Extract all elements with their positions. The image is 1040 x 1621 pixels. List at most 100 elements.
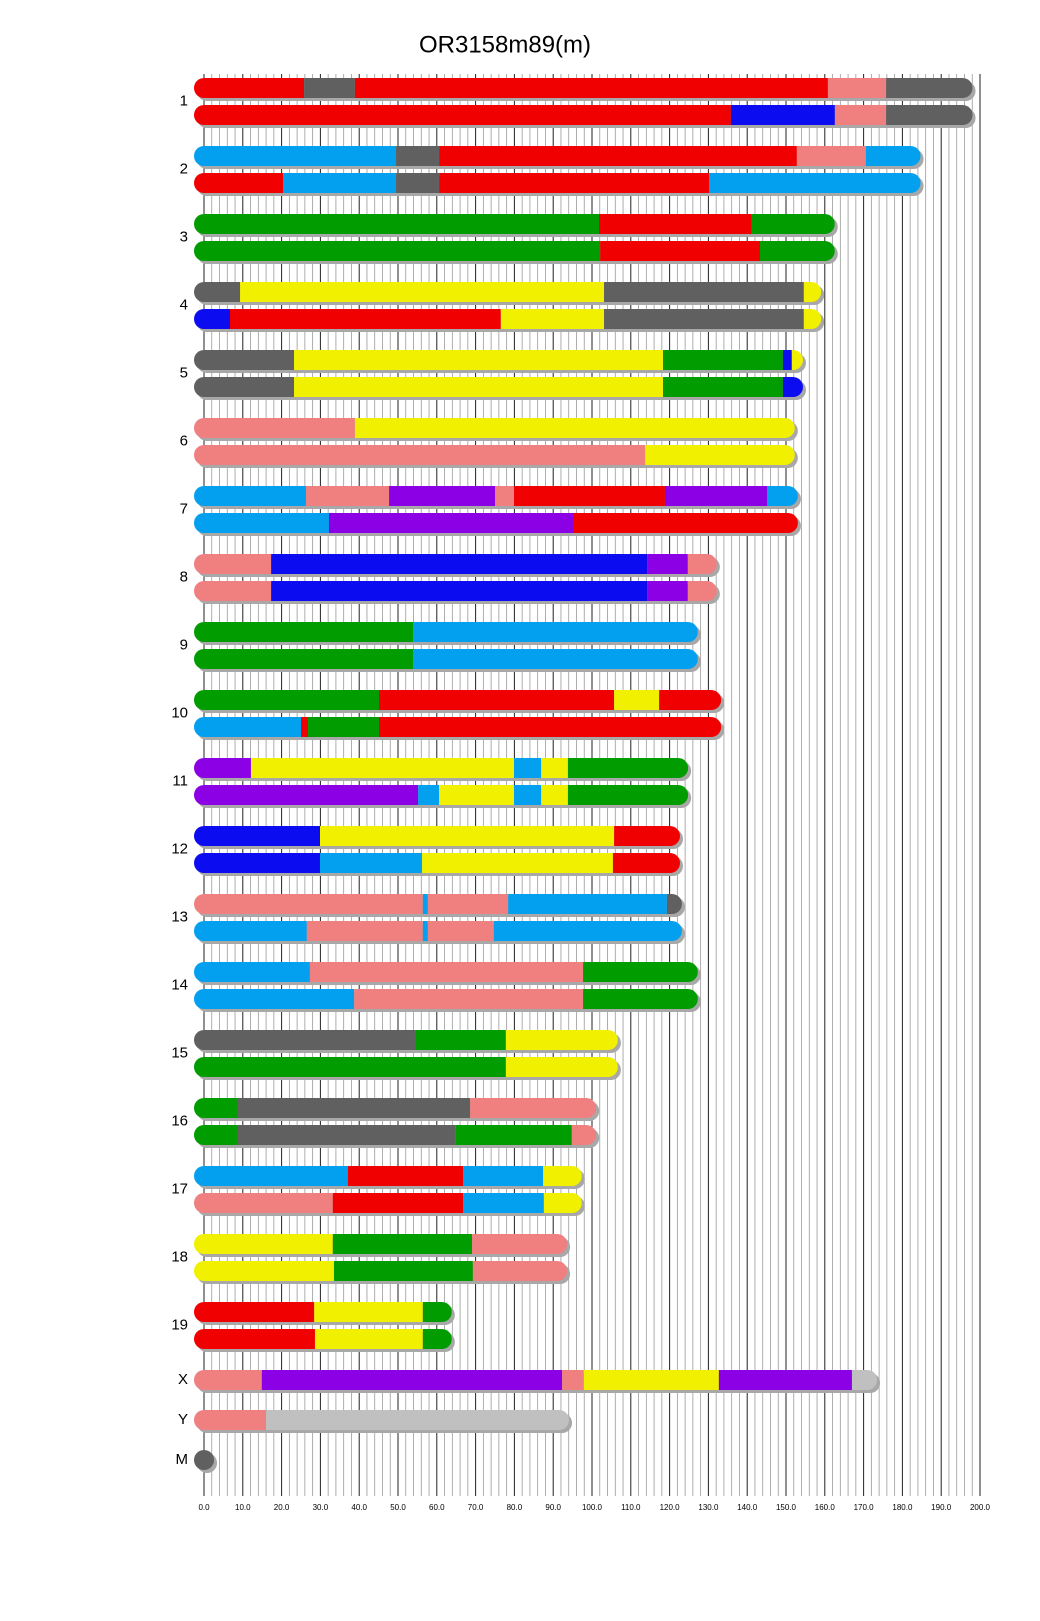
segment — [332, 1193, 464, 1213]
segment — [194, 282, 241, 302]
track — [194, 1302, 452, 1322]
segment — [347, 1166, 464, 1186]
track — [194, 690, 722, 710]
segment — [514, 785, 542, 805]
segment — [304, 78, 355, 98]
segment — [604, 282, 804, 302]
segment — [194, 1410, 267, 1430]
segment — [422, 921, 428, 941]
x-tick-label: 90.0 — [545, 1503, 561, 1512]
segment — [439, 146, 797, 166]
chromosome-label: Y — [178, 1411, 188, 1428]
segment — [567, 758, 689, 778]
segment — [271, 554, 648, 574]
segment — [415, 1030, 506, 1050]
segment — [194, 649, 414, 669]
segment — [886, 105, 973, 125]
chromosome-label: 5 — [180, 364, 188, 381]
track — [194, 989, 698, 1009]
segment — [541, 785, 568, 805]
track — [194, 78, 973, 98]
track — [194, 1329, 452, 1349]
track — [194, 173, 921, 193]
segment — [508, 894, 667, 914]
segment — [332, 1234, 473, 1254]
x-tick-label: 180.0 — [892, 1503, 913, 1512]
segment — [301, 717, 308, 737]
segment — [422, 853, 613, 873]
segment — [505, 1057, 618, 1077]
segment — [194, 105, 731, 125]
track — [194, 554, 717, 574]
segment — [612, 853, 680, 873]
segment — [782, 377, 803, 397]
segment — [495, 486, 515, 506]
segment — [718, 1370, 852, 1390]
segment — [463, 1193, 544, 1213]
chromosome-label: 9 — [180, 636, 188, 653]
track — [194, 826, 680, 846]
segment — [320, 826, 615, 846]
segment — [194, 1370, 262, 1390]
chromosome-label: 4 — [180, 296, 188, 313]
segment — [194, 1125, 237, 1145]
segment — [194, 921, 307, 941]
chromosome-label: 11 — [172, 772, 188, 789]
track — [194, 758, 689, 778]
segment — [614, 690, 660, 710]
x-tick-label: 100.0 — [582, 1503, 603, 1512]
segment — [760, 241, 835, 261]
track — [194, 241, 835, 261]
track — [194, 350, 803, 370]
segment — [427, 921, 494, 941]
segment — [194, 758, 251, 778]
segment — [463, 1166, 544, 1186]
chromosome-label: 2 — [180, 160, 188, 177]
segment — [500, 309, 605, 329]
segment — [271, 581, 648, 601]
segment — [194, 1234, 333, 1254]
track — [194, 513, 798, 533]
segment — [647, 554, 688, 574]
segment — [422, 1329, 452, 1349]
segment — [194, 1261, 334, 1281]
segment — [194, 1098, 237, 1118]
segment — [194, 894, 423, 914]
segment — [194, 554, 272, 574]
track — [194, 214, 835, 234]
track — [194, 921, 682, 941]
segment — [396, 146, 440, 166]
track — [194, 309, 822, 329]
segment — [194, 622, 414, 642]
chromosome-label: 1 — [180, 92, 188, 109]
x-tick-label: 80.0 — [507, 1503, 523, 1512]
segment — [194, 445, 646, 465]
chromosome-label: 19 — [171, 1316, 188, 1333]
segment — [378, 690, 615, 710]
chromosome-label: 8 — [180, 568, 188, 585]
x-tick-label: 10.0 — [235, 1503, 251, 1512]
segment — [314, 1329, 423, 1349]
segment — [194, 717, 301, 737]
segment — [194, 826, 321, 846]
x-tick-label: 20.0 — [274, 1503, 290, 1512]
segment — [266, 1410, 570, 1430]
x-tick-label: 160.0 — [815, 1503, 836, 1512]
segment — [666, 894, 682, 914]
segment — [543, 1193, 582, 1213]
chromosome-label: 7 — [180, 500, 188, 517]
segment — [687, 554, 717, 574]
segment — [472, 1261, 568, 1281]
chromosome-label: 18 — [171, 1248, 188, 1265]
segment — [827, 78, 887, 98]
segment — [543, 1166, 582, 1186]
segment — [567, 785, 689, 805]
segment — [236, 1098, 471, 1118]
segment — [514, 486, 665, 506]
x-tick-label: 70.0 — [468, 1503, 484, 1512]
track — [194, 1410, 570, 1430]
track — [194, 1234, 568, 1254]
chart-title: OR3158m89(m) — [419, 31, 591, 58]
track — [194, 1057, 618, 1077]
segment — [240, 282, 605, 302]
